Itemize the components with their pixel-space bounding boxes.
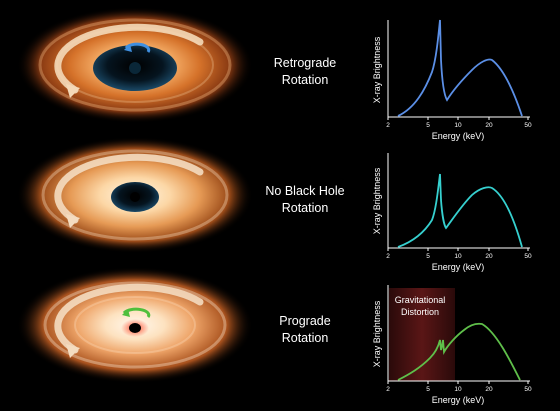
label-line: Rotation [281,201,329,215]
tick-label: 20 [485,386,493,393]
tick-label: 2 [386,122,390,129]
tick-label: 5 [426,253,430,260]
x-axis-label: Energy (keV) [432,131,485,141]
tick-label: 10 [454,253,462,260]
tick-label: 2 [386,386,390,393]
y-axis-label: X-ray Brightness [372,167,382,234]
retrograde-disk [17,7,253,123]
prograde-spectrum: Gravitational Distortion 2 5 10 20 50 En… [372,285,532,405]
x-axis-label: Energy (keV) [432,262,485,272]
no-rotation-spectrum: 2 5 10 20 50 Energy (keV) X-ray Brightne… [372,153,532,272]
tick-label: 20 [485,253,493,260]
no-rotation-disk [17,137,253,253]
retrograde-label: Retrograde Rotation [250,55,360,89]
y-axis-label: X-ray Brightness [372,300,382,367]
tick-label: 10 [454,122,462,129]
x-axis-label: Energy (keV) [432,395,485,405]
tick-label: 50 [524,386,532,393]
blue-rotation-arrow-icon [124,42,151,53]
retrograde-spectrum: 2 5 10 20 50 Energy (keV) X-ray Brightne… [372,19,532,141]
no-rotation-label: No Black Hole Rotation [250,183,360,217]
prograde-disk [17,267,253,383]
tick-label: 50 [524,253,532,260]
tick-label: 10 [454,386,462,393]
y-axis-label: X-ray Brightness [372,36,382,103]
tick-label: 5 [426,386,430,393]
label-line: Rotation [281,331,329,345]
prograde-label: Prograde Rotation [250,313,360,347]
label-line: Rotation [281,73,329,87]
green-rotation-arrow-icon [122,307,151,318]
tick-label: 2 [386,253,390,260]
spectrum-curve [397,173,523,248]
spectrum-curve [397,19,523,117]
spectrum-curve [397,322,521,381]
tick-label: 5 [426,122,430,129]
label-line: No Black Hole [265,184,345,198]
distortion-annotation: Gravitational [395,295,446,305]
label-line: Retrograde [273,56,337,70]
label-line: Prograde [279,314,331,328]
tick-label: 20 [485,122,493,129]
distortion-annotation: Distortion [401,307,439,317]
tick-label: 50 [524,122,532,129]
